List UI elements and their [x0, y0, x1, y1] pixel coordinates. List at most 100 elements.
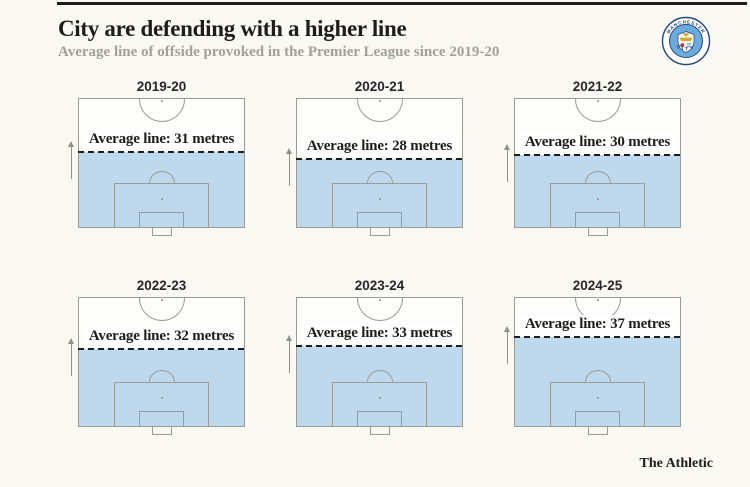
goal-box	[139, 212, 184, 227]
season-label: 2022-23	[136, 278, 187, 293]
penalty-box	[550, 183, 645, 227]
penalty-spot	[160, 397, 163, 399]
up-arrow-icon	[285, 335, 294, 374]
manchester-city-crest-icon: MANCHESTER CITY	[661, 16, 711, 66]
up-arrow-icon	[285, 148, 294, 187]
penalty-box	[332, 382, 427, 426]
arrow-shaft	[507, 329, 508, 364]
center-circle	[574, 99, 621, 122]
center-spot	[160, 100, 163, 102]
center-spot	[596, 299, 599, 301]
center-circle	[356, 99, 403, 122]
goal	[369, 228, 390, 236]
penalty-spot	[596, 198, 599, 200]
goal-box	[357, 411, 402, 426]
crest-sail	[682, 33, 690, 37]
average-line-label: Average line: 37 metres	[519, 314, 676, 334]
up-arrow-icon	[67, 337, 76, 376]
pitch-diagram: Average line: 32 metres	[78, 297, 245, 435]
pitch-diagram: Average line: 30 metres	[514, 98, 681, 236]
crest-ship	[679, 37, 693, 41]
center-spot	[378, 100, 381, 102]
up-arrow-icon	[503, 143, 512, 182]
arrow-head	[504, 143, 510, 150]
center-circle	[138, 298, 185, 321]
average-line-dashed	[514, 153, 681, 156]
penalty-box	[332, 183, 427, 227]
arrow-head	[286, 335, 292, 342]
arrow-head	[68, 141, 74, 148]
average-line-dashed	[296, 158, 463, 161]
season-panel: 2021-22 Average line: 30 metres	[504, 79, 681, 236]
penalty-box	[114, 183, 209, 227]
average-line-label: Average line: 33 metres	[301, 324, 458, 344]
penalty-spot	[596, 397, 599, 399]
pitch-diagram: Average line: 31 metres	[78, 98, 245, 236]
goal-box	[139, 411, 184, 426]
arrow-shaft	[289, 339, 290, 374]
svg-text:CITY: CITY	[675, 44, 696, 52]
up-arrow-icon	[67, 141, 76, 180]
defensive-area-fill	[297, 346, 462, 426]
season-label: 2024-25	[572, 278, 623, 293]
season-label: 2023-24	[354, 278, 405, 293]
average-line-label: Average line: 31 metres	[83, 130, 240, 150]
average-line-label: Average line: 30 metres	[519, 132, 676, 152]
penalty-spot	[378, 198, 381, 200]
arrow-shaft	[289, 152, 290, 187]
penalty-box	[114, 382, 209, 426]
penalty-box	[550, 382, 645, 426]
arrow-head	[286, 148, 292, 155]
crest-stripes	[686, 43, 692, 48]
center-spot	[596, 100, 599, 102]
penalty-spot	[378, 397, 381, 399]
season-panel: 2023-24 Average line: 33 metres	[286, 278, 463, 435]
goal	[587, 427, 608, 435]
page-title: City are defending with a higher line	[58, 16, 407, 41]
crest-ring-bottom-text: CITY	[675, 44, 694, 52]
goal	[151, 228, 172, 236]
center-spot	[378, 299, 381, 301]
defensive-area-fill	[79, 152, 244, 227]
defensive-area-fill	[79, 348, 244, 426]
pitch-diagram: Average line: 28 metres	[296, 98, 463, 236]
season-panel: 2019-20 Average line: 31 metres	[68, 79, 245, 236]
average-line-dashed	[514, 335, 681, 338]
goal	[151, 427, 172, 435]
defensive-area-fill	[515, 154, 680, 227]
pitch-diagram: Average line: 37 metres	[514, 297, 681, 435]
goal-box	[575, 411, 620, 426]
goal-box	[357, 212, 402, 227]
season-panel: 2022-23 Average line: 32 metres	[68, 278, 245, 435]
average-line-label: Average line: 28 metres	[301, 137, 458, 157]
crest-shield	[677, 31, 695, 53]
penalty-spot	[160, 198, 163, 200]
page-subtitle: Average line of offside provoked in the …	[58, 44, 500, 60]
up-arrow-icon	[503, 325, 512, 364]
season-label: 2021-22	[572, 79, 623, 94]
average-line-dashed	[296, 345, 463, 348]
season-panel: 2020-21 Average line: 28 metres	[286, 79, 463, 236]
average-line-label: Average line: 32 metres	[83, 326, 240, 346]
season-label: 2019-20	[136, 79, 187, 94]
center-spot	[160, 299, 163, 301]
top-rule	[57, 2, 747, 5]
season-panel: 2024-25 Average line: 37 metres	[504, 278, 681, 435]
average-line-dashed	[78, 347, 245, 350]
center-circle	[356, 298, 403, 321]
crest-rose	[680, 43, 685, 48]
arrow-shaft	[507, 147, 508, 182]
average-line-dashed	[78, 151, 245, 154]
arrow-head	[68, 337, 74, 344]
arrow-shaft	[71, 145, 72, 180]
credit: The Athletic	[639, 456, 714, 471]
arrow-head	[504, 325, 510, 332]
goal	[369, 427, 390, 435]
season-label: 2020-21	[354, 79, 405, 94]
goal	[587, 228, 608, 236]
goal-box	[575, 212, 620, 227]
pitch-diagram: Average line: 33 metres	[296, 297, 463, 435]
arrow-shaft	[71, 341, 72, 376]
center-circle	[138, 99, 185, 122]
